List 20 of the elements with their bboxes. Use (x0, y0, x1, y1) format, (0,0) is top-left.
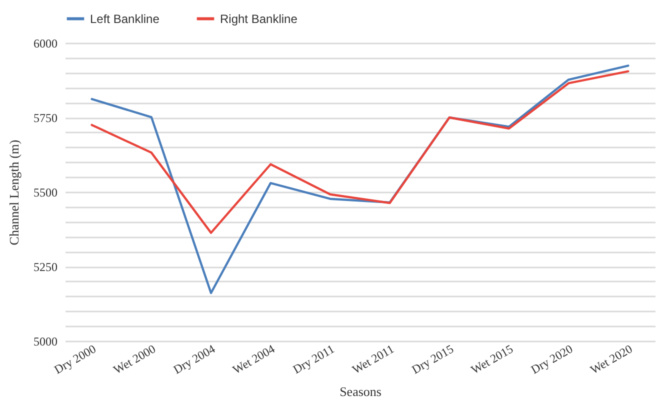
x-tick-label: Dry 2020 (528, 342, 576, 377)
legend-label: Left Bankline (90, 12, 160, 26)
x-tick-label: Wet 2011 (350, 342, 396, 377)
x-tick-label: Wet 2020 (588, 342, 635, 377)
line-series (90, 64, 630, 294)
y-tick-label: 5500 (34, 186, 58, 200)
y-tick-label: 6000 (34, 36, 58, 50)
x-tick-label: Wet 2004 (230, 342, 278, 377)
x-tick-label: Wet 2000 (111, 342, 158, 377)
line-series (90, 70, 630, 234)
x-tick-label: Dry 2004 (170, 342, 218, 377)
y-tick-label: 5750 (34, 111, 58, 125)
y-tick-label: 5000 (34, 334, 58, 348)
y-axis-title: Channel Length (m) (6, 140, 22, 246)
x-tick-label: Dry 2015 (409, 342, 456, 377)
x-axis-title: Seasons (340, 384, 382, 400)
y-tick-label: 5250 (34, 260, 58, 274)
legend-label: Right Bankline (220, 12, 298, 26)
x-tick-label: Dry 2011 (290, 342, 337, 376)
x-tick-label: Wet 2015 (468, 342, 516, 377)
